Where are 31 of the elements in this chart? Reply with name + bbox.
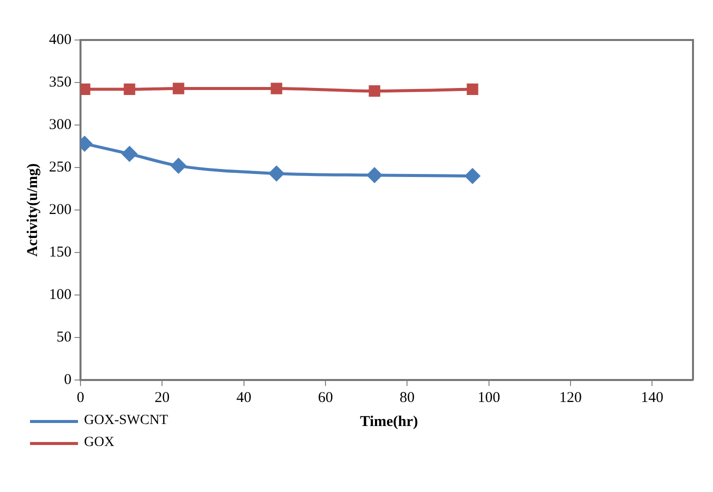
x-tick-label: 0 [76, 390, 84, 406]
y-tick-label: 50 [56, 329, 72, 346]
y-tick-label: 350 [49, 74, 72, 90]
y-tick-label: 400 [49, 32, 72, 48]
y-tick-label: 200 [49, 202, 72, 218]
legend-label: GOX [84, 435, 114, 451]
x-tick-label: 100 [478, 390, 500, 406]
x-tick-label: 20 [154, 390, 170, 406]
point [269, 166, 284, 181]
point [270, 82, 282, 94]
x-tick-label: 40 [236, 390, 252, 406]
y-tick-label: 250 [49, 159, 72, 176]
point [368, 85, 380, 97]
x-tick-label: 60 [318, 390, 333, 406]
point [124, 84, 136, 96]
y-tick-label: 0 [64, 372, 72, 388]
point [466, 84, 478, 96]
y-tick-label: 300 [49, 116, 72, 133]
point [171, 158, 186, 174]
x-axis-title: Time(hr) [360, 414, 418, 431]
legend-label: GOX-SWCNT [84, 413, 168, 429]
x-tick-label: 120 [559, 390, 582, 406]
y-tick-label: 150 [49, 244, 72, 260]
x-tick-label: 80 [400, 390, 415, 406]
x-tick-label: 140 [640, 390, 664, 406]
point [172, 82, 184, 94]
point [465, 168, 480, 184]
point [122, 146, 137, 162]
y-tick-label: 100 [49, 286, 72, 303]
y-axis-title: Activity(u/mg) [24, 163, 41, 257]
point [367, 168, 382, 183]
